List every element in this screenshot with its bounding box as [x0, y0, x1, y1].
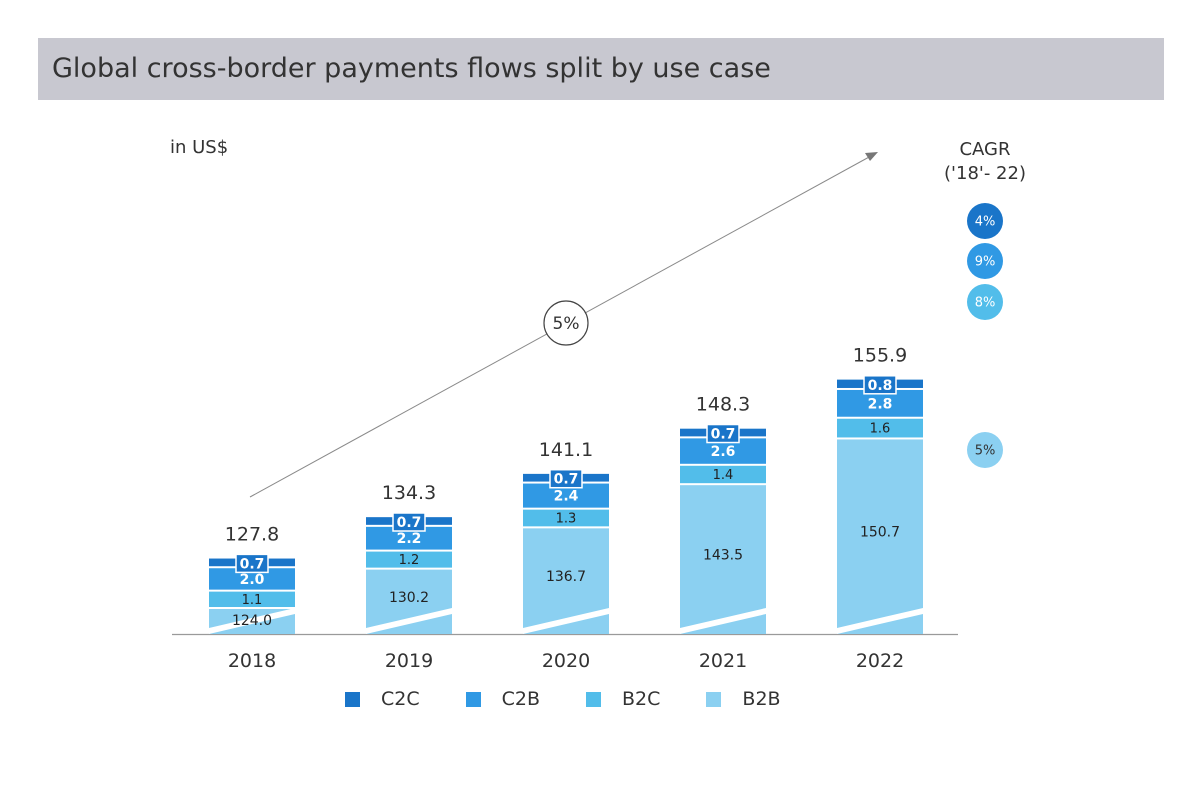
label-b2c-2020: 1.3	[556, 512, 577, 527]
bar-c2b-2019	[366, 526, 452, 550]
cagr-circle-c2b	[967, 243, 1003, 279]
label-b2c-2018: 1.1	[242, 593, 263, 608]
cagr-label-b2b: 5%	[975, 444, 996, 459]
bar-b2c-2019	[366, 551, 452, 568]
growth-arrow-head	[865, 152, 878, 161]
legend-label-b2b: B2B	[742, 688, 781, 710]
category-label-2019: 2019	[385, 650, 433, 672]
axis-break-mark-2020	[523, 608, 609, 634]
label-b2b-2018: 124.0	[232, 613, 272, 629]
label-c2b-2018: 2.0	[240, 572, 265, 588]
label-box-c2c-2018	[235, 553, 269, 574]
cagr-label-c2b: 9%	[975, 255, 996, 270]
bar-b2c-2022	[837, 418, 923, 438]
axis-break-mark-2019	[366, 608, 452, 634]
total-label-2018: 127.8	[225, 524, 279, 546]
legend-item-b2c: B2C	[586, 688, 660, 710]
overall-cagr-label: 5%	[553, 314, 580, 334]
legend-label-c2b: C2B	[501, 688, 541, 710]
cagr-circle-b2b	[967, 432, 1003, 468]
bar-c2b-2018	[209, 568, 295, 590]
overall-cagr-circle	[543, 300, 589, 346]
cagr-header-period: ('18'- 22)	[944, 163, 1026, 184]
label-c2c-2020: 0.7	[554, 472, 579, 488]
bar-b2b-2022	[837, 439, 923, 634]
category-label-2020: 2020	[542, 650, 590, 672]
total-label-2022: 155.9	[853, 345, 907, 367]
label-b2c-2022: 1.6	[870, 422, 891, 437]
legend-swatch-b2c	[586, 691, 602, 707]
title-bar: Global cross-border payments flows split…	[38, 38, 1164, 100]
label-c2c-2018: 0.7	[240, 556, 265, 572]
category-label-2022: 2022	[856, 650, 904, 672]
bar-b2c-2018	[209, 591, 295, 607]
label-c2c-2019: 0.7	[397, 515, 422, 531]
cagr-circle-b2c	[967, 284, 1003, 320]
cagr-circle-c2c	[967, 203, 1003, 239]
total-label-2020: 141.1	[539, 439, 593, 461]
label-box-c2c-2019	[392, 512, 426, 532]
legend-item-c2c: C2C	[345, 688, 420, 710]
legend-item-b2b: B2B	[706, 688, 781, 710]
label-b2b-2019: 130.2	[389, 590, 429, 606]
total-label-2019: 134.3	[382, 482, 436, 504]
label-c2b-2019: 2.2	[397, 531, 422, 547]
label-c2c-2022: 0.8	[868, 378, 893, 394]
label-c2b-2020: 2.4	[554, 489, 579, 505]
label-b2b-2020: 136.7	[546, 569, 586, 585]
legend: C2C C2B B2C B2B	[345, 686, 827, 712]
legend-swatch-c2c	[345, 691, 360, 707]
bar-b2c-2021	[680, 465, 766, 484]
category-label-2021: 2021	[699, 650, 747, 672]
axis-break-mark-2018	[209, 608, 295, 634]
label-b2b-2022: 150.7	[860, 525, 900, 541]
label-b2c-2021: 1.4	[713, 468, 734, 483]
cagr-header-title: CAGR	[959, 139, 1011, 160]
category-label-2018: 2018	[228, 650, 276, 672]
bar-b2b-2021	[680, 485, 766, 634]
label-b2b-2021: 143.5	[703, 548, 743, 564]
label-c2c-2021: 0.7	[711, 427, 736, 443]
legend-swatch-b2b	[706, 691, 722, 707]
axis-break-mark-2021	[680, 608, 766, 634]
label-box-c2c-2022	[863, 375, 897, 395]
unit-label: in US$	[170, 137, 229, 158]
bar-b2c-2020	[523, 509, 609, 527]
total-label-2021: 148.3	[696, 394, 750, 416]
cagr-header: CAGR ('18'- 22)	[935, 138, 1035, 186]
legend-label-c2c: C2C	[381, 688, 420, 710]
legend-label-b2c: B2C	[622, 688, 661, 710]
cagr-label-c2c: 4%	[975, 215, 996, 230]
label-b2c-2019: 1.2	[399, 553, 420, 568]
legend-swatch-c2b	[465, 691, 481, 707]
cagr-label-b2c: 8%	[975, 296, 996, 311]
label-box-c2c-2021	[706, 423, 740, 444]
legend-item-c2b: C2B	[465, 688, 541, 710]
label-c2b-2021: 2.6	[711, 444, 736, 460]
label-box-c2c-2020	[549, 468, 583, 489]
label-c2b-2022: 2.8	[868, 396, 893, 412]
chart-title: Global cross-border payments flows split…	[52, 53, 771, 84]
axis-break-mark-2022	[837, 608, 923, 634]
